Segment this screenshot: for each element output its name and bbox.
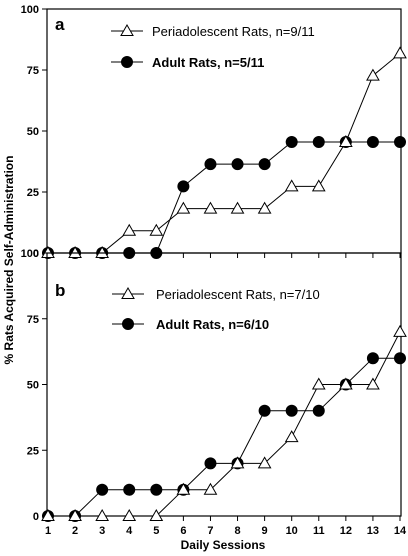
panel-a-y-tick-label: 50 — [27, 126, 39, 138]
panel-a-periadolescent-point — [68, 245, 82, 258]
panel-a-periadolescent-point — [149, 223, 164, 236]
panel-b-x-tick-label: 11 — [313, 525, 325, 537]
panel-a-adult-point — [312, 135, 325, 148]
x-axis-title: Daily Sessions — [181, 538, 266, 552]
panel-b-y-tick-label: 75 — [27, 314, 39, 326]
panel-b-y-tick-label: 0 — [33, 511, 39, 523]
panel-b-x-tick-label: 5 — [153, 525, 159, 537]
panel-a-periadolescent-point — [393, 46, 407, 59]
panel-a-periadolescent-point — [176, 201, 191, 214]
panel-b-periadolescent-point — [176, 482, 191, 495]
panel-b-x-tick-label: 3 — [99, 525, 105, 537]
panel-a-adult-point — [394, 135, 406, 148]
panel-a-periadolescent-point — [284, 179, 299, 192]
panel-b-y-tick-label: 25 — [27, 445, 39, 457]
panel-a-periadolescent-point — [366, 68, 380, 81]
panel-b-periadolescent-point — [149, 508, 164, 521]
panel-a-legend-label-1: Adult Rats, n=5/11 — [152, 55, 264, 70]
panel-b-periadolescent-point — [122, 508, 137, 521]
panel-a-periadolescent-point — [257, 201, 272, 214]
panel-a-periadolescent-point — [122, 223, 137, 236]
panel-b-adult-point — [366, 352, 379, 365]
panel-b-x-tick-label: 14 — [394, 525, 407, 537]
panel-a-adult-point — [204, 158, 217, 171]
panel-b-adult-point — [312, 404, 325, 417]
panel-a-y-tick-label: 0 — [33, 248, 39, 260]
panel-b-legend-marker-1 — [122, 318, 134, 330]
panel-a-periadolescent-point — [311, 179, 326, 192]
panel-b-letter: b — [55, 281, 65, 300]
panel-a-adult-point — [231, 158, 244, 171]
panel-a-legend-marker-1 — [121, 56, 133, 68]
panel-b-x-tick-label: 13 — [367, 525, 379, 537]
panel-a-y-tick-label: 100 — [21, 4, 39, 16]
panel-b-periadolescent-point — [41, 508, 55, 521]
panel-a-periadolescent-point — [203, 201, 218, 214]
panel-a-periadolescent-point — [41, 245, 55, 258]
panel-b-adult-point — [123, 483, 136, 496]
panel-a-series-1-line — [48, 141, 400, 254]
panel-b-x-tick-label: 1 — [45, 525, 51, 537]
panel-b-x-tick-label: 9 — [262, 525, 268, 537]
panel-b-x-tick-label: 7 — [207, 525, 213, 537]
panel-b-x-tick-label: 2 — [72, 525, 78, 537]
panel-b-legend-label-0: Periadolescent Rats, n=7/10 — [156, 287, 320, 302]
panel-b-periadolescent-point — [311, 377, 326, 390]
panel-b-y-tick-label: 100 — [21, 248, 39, 260]
panel-b-x-tick-label: 4 — [126, 525, 133, 537]
panel-b-adult-point — [96, 483, 109, 496]
panel-b-adult-point — [258, 404, 271, 417]
panel-b-x-tick-label: 6 — [180, 525, 186, 537]
panel-a-periadolescent-point — [338, 134, 353, 147]
panel-b-x-tick-label: 8 — [234, 525, 240, 537]
panel-b-adult-point — [150, 483, 163, 496]
panel-a-frame — [46, 8, 402, 254]
panel-b-legend-marker-0 — [121, 286, 135, 299]
panel-a-adult-point — [177, 180, 190, 193]
panel-a-adult-point — [258, 158, 271, 171]
panel-b-periadolescent-point — [284, 430, 299, 443]
panel-b-periadolescent-point — [366, 377, 380, 390]
y-axis-title: % Rats Acquired Self-Administration — [2, 156, 16, 365]
panel-a-legend-label-0: Periadolescent Rats, n=9/11 — [152, 24, 315, 39]
panel-b-adult-point — [394, 352, 406, 365]
panel-b-adult-point — [204, 457, 217, 470]
panel-a-legend-marker-0 — [120, 23, 134, 36]
panel-a-periadolescent-point — [95, 245, 110, 258]
panel-a-adult-point — [285, 135, 298, 148]
panel-b-periadolescent-point — [257, 456, 272, 469]
panel-b-periadolescent-point — [393, 324, 407, 337]
panel-a-y-tick-label: 25 — [27, 187, 39, 199]
panel-b-periadolescent-point — [203, 482, 218, 495]
panel-b-periadolescent-point — [338, 377, 353, 390]
panel-a-letter: a — [55, 15, 65, 34]
panel-b-legend-label-1: Adult Rats, n=6/10 — [156, 317, 269, 332]
panel-a-series-0-line — [48, 53, 401, 254]
panel-b-periadolescent-point — [95, 508, 110, 521]
panel-a-y-tick-label: 75 — [27, 65, 39, 77]
panel-b-y-tick-label: 50 — [27, 380, 39, 392]
panel-b-periadolescent-point — [230, 456, 245, 469]
panel-b-periadolescent-point — [68, 508, 82, 521]
panel-b-x-tick-label: 12 — [340, 525, 352, 537]
panel-a-adult-point — [366, 135, 379, 148]
panel-b-adult-point — [285, 404, 298, 417]
panel-a-periadolescent-point — [230, 201, 245, 214]
panel-b-x-tick-label: 10 — [286, 525, 298, 537]
